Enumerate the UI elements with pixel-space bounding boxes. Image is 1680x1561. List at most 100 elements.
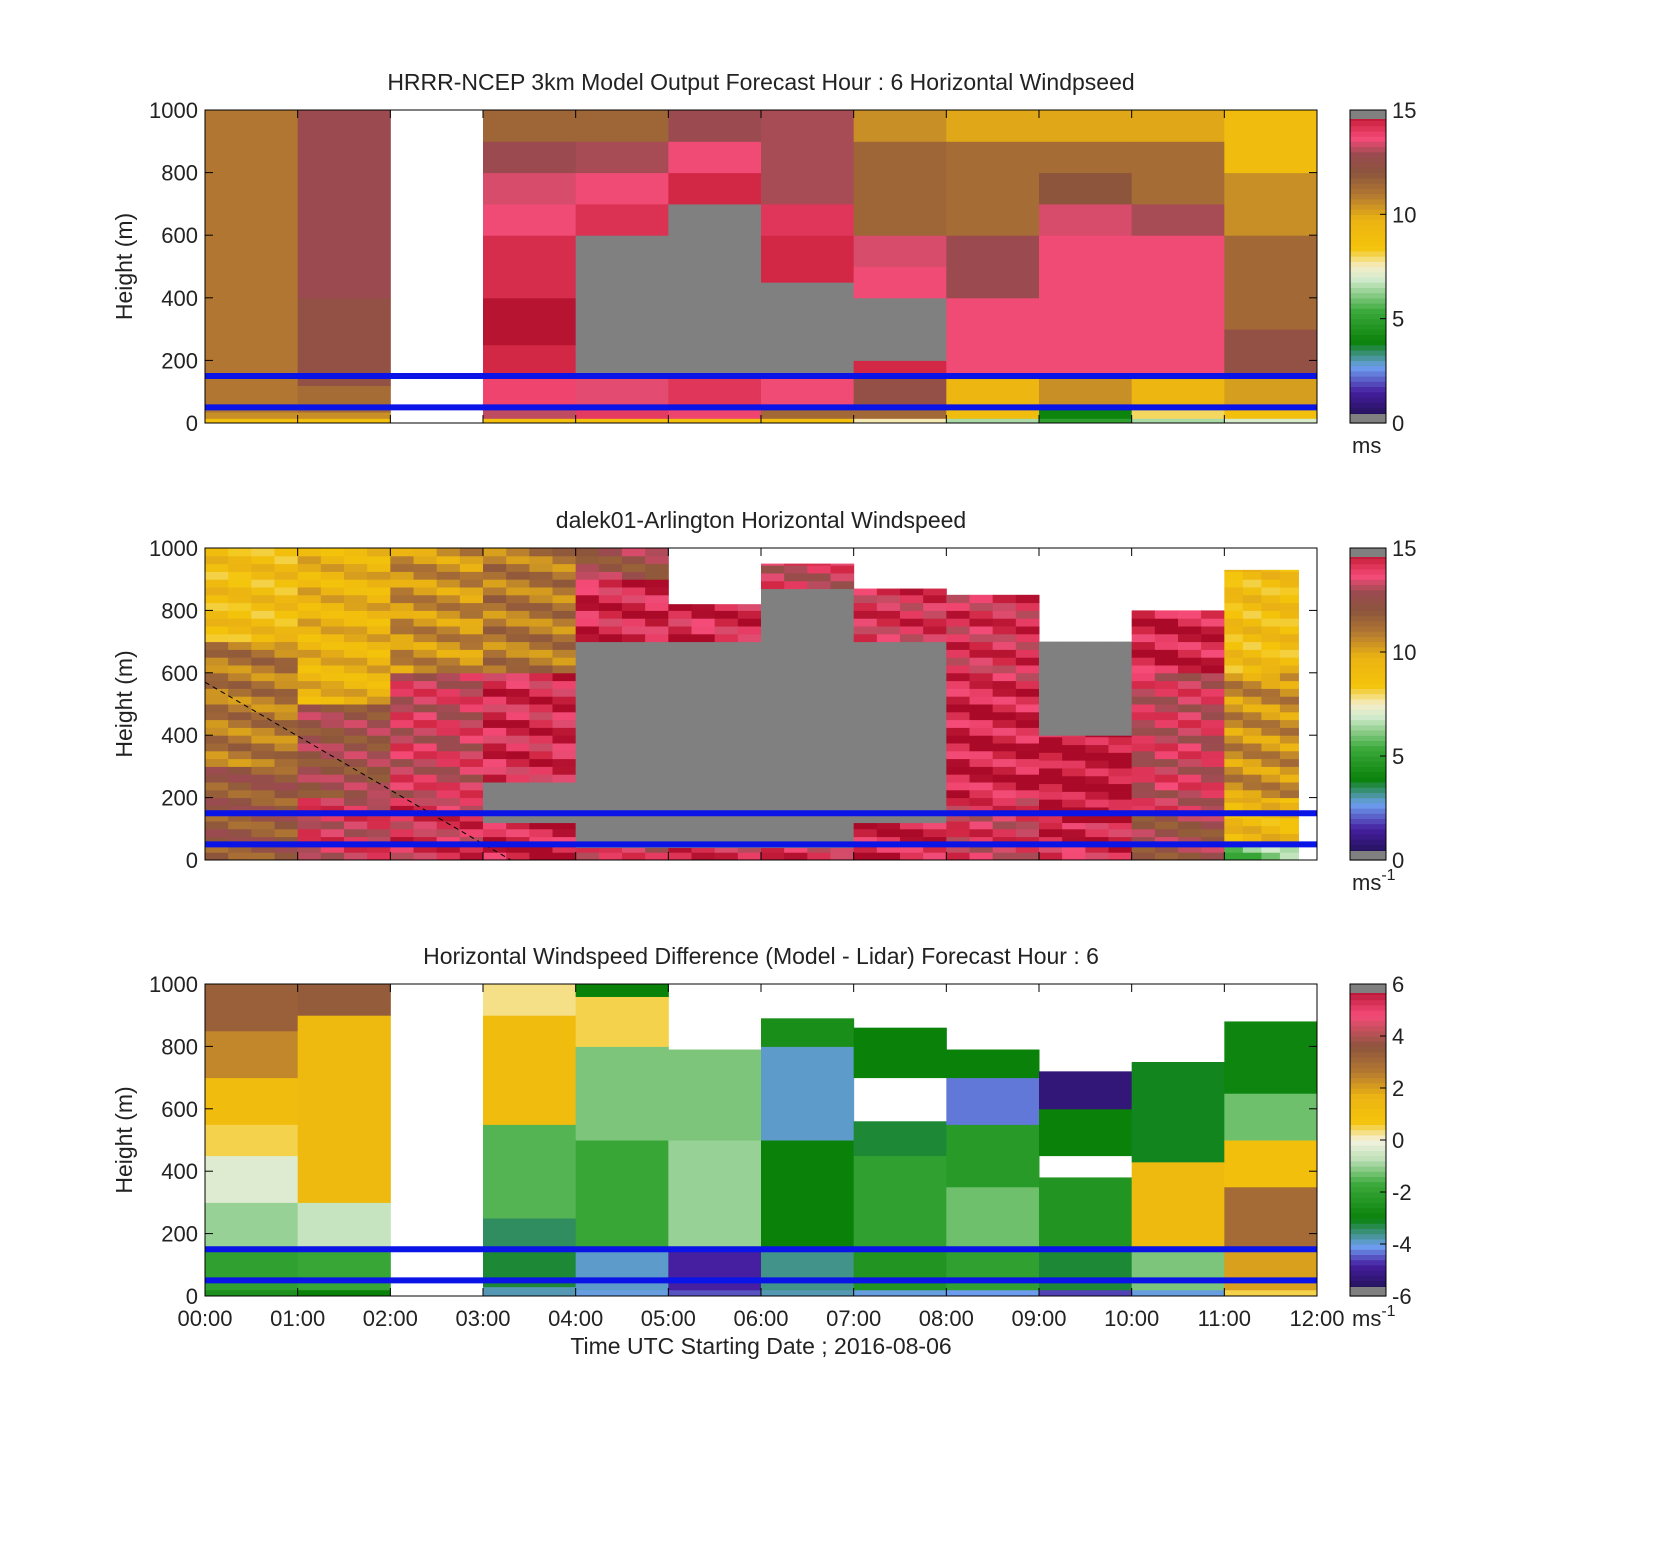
- heatmap-cell: [1178, 704, 1202, 713]
- heatmap-cell: [506, 657, 530, 666]
- heatmap-cell: [320, 555, 345, 565]
- heatmap-cell: [205, 641, 229, 650]
- heatmap-cell: [1062, 852, 1086, 861]
- heatmap-cell: [506, 711, 530, 721]
- heatmap-cell: [483, 555, 507, 565]
- heatmap-cell: [946, 789, 970, 799]
- heatmap-cell: [1224, 376, 1318, 405]
- heatmap-cell: [992, 735, 1017, 744]
- heatmap-cell: [297, 571, 322, 580]
- heatmap-cell: [876, 666, 901, 675]
- heatmap-cell: [900, 783, 924, 792]
- heatmap-cell: [830, 769, 855, 778]
- heatmap-cell: [390, 696, 414, 705]
- heatmap-cell: [1131, 813, 1156, 822]
- heatmap-cell: [529, 571, 553, 580]
- colorbar-segment: [1350, 1270, 1386, 1276]
- heatmap-cell: [1085, 767, 1109, 777]
- heatmap-cell: [1062, 665, 1086, 674]
- heatmap-cell: [1062, 828, 1086, 838]
- heatmap-cell: [807, 668, 831, 677]
- heatmap-cell: [784, 636, 808, 646]
- heatmap-cell: [413, 805, 438, 814]
- heatmap-cell: [228, 555, 252, 565]
- colorbar-segment: [1350, 600, 1386, 606]
- heatmap-cell: [900, 736, 924, 746]
- heatmap-cell: [274, 711, 299, 721]
- heatmap-cell: [320, 719, 345, 728]
- heatmap-cell: [876, 752, 901, 761]
- heatmap-cell: [320, 602, 345, 611]
- heatmap-cell: [946, 750, 970, 760]
- heatmap-cell: [1178, 766, 1202, 775]
- heatmap-cell: [297, 555, 322, 565]
- heatmap-cell: [320, 641, 345, 650]
- heatmap-cell: [853, 610, 878, 619]
- colorbar-segment: [1350, 1051, 1386, 1058]
- heatmap-cell: [622, 641, 646, 646]
- colorbar-segment: [1350, 626, 1386, 632]
- colorbar-segment: [1350, 407, 1386, 414]
- heatmap-cell: [483, 783, 507, 792]
- heatmap-cell: [853, 110, 947, 142]
- heatmap-cell: [575, 618, 600, 627]
- heatmap-cell: [1108, 665, 1133, 674]
- heatmap-cell: [367, 719, 391, 728]
- heatmap-cell: [1085, 828, 1109, 838]
- y-tick-label: 0: [186, 1284, 198, 1309]
- heatmap-cell: [1201, 782, 1225, 791]
- heatmap-cell: [367, 821, 391, 830]
- y-tick-label: 400: [161, 723, 198, 748]
- heatmap-cell: [761, 707, 785, 716]
- heatmap-cell: [714, 831, 739, 841]
- heatmap-cell: [228, 563, 252, 572]
- heatmap-cell: [390, 626, 414, 635]
- heatmap-cell: [969, 641, 994, 650]
- heatmap-cell: [344, 602, 368, 611]
- heatmap-cell: [575, 675, 600, 685]
- heatmap-cell: [228, 852, 252, 861]
- heatmap-cell: [900, 689, 924, 699]
- heatmap-cell: [668, 660, 692, 669]
- colorbar-tick-label: 10: [1392, 640, 1416, 665]
- heatmap-cell: [390, 836, 414, 845]
- heatmap-cell: [1224, 641, 1244, 650]
- heatmap-cell: [1242, 618, 1262, 627]
- heatmap-cell: [807, 847, 831, 853]
- heatmap-cell: [367, 688, 391, 697]
- heatmap-cell: [1015, 743, 1040, 752]
- heatmap-cell: [645, 571, 669, 580]
- colorbar-segment: [1350, 1088, 1386, 1094]
- heatmap-cell: [1201, 704, 1225, 713]
- heatmap-cell: [413, 735, 438, 744]
- heatmap-cell: [205, 797, 229, 806]
- heatmap-cell: [1039, 235, 1133, 377]
- heatmap-cell: [946, 782, 970, 791]
- heatmap-cell: [1039, 799, 1063, 808]
- heatmap-cell: [274, 719, 299, 728]
- heatmap-cell: [1224, 688, 1244, 697]
- heatmap-cell: [761, 847, 785, 853]
- heatmap-cell: [900, 610, 924, 619]
- heatmap-cell: [900, 760, 924, 769]
- heatmap-cell: [1062, 775, 1086, 785]
- heatmap-cell: [529, 704, 553, 713]
- heatmap-cell: [946, 376, 1040, 405]
- heatmap-cell: [853, 705, 878, 714]
- heatmap-cell: [1201, 852, 1225, 861]
- colorbar-tick-label: 15: [1392, 98, 1416, 123]
- heatmap-cell: [691, 816, 716, 825]
- heatmap-cell: [344, 852, 368, 861]
- colorbar-tick-label: 0: [1392, 1128, 1404, 1153]
- x-tick-label: 08:00: [919, 1306, 974, 1331]
- heatmap-cell: [946, 641, 970, 650]
- heatmap-cell: [1261, 727, 1281, 736]
- heatmap-cell: [552, 610, 577, 619]
- heatmap-cell: [853, 633, 878, 643]
- colorbar-segment: [1350, 683, 1386, 689]
- heatmap-cell: [1261, 735, 1281, 744]
- colorbar-segment: [1350, 714, 1386, 721]
- heatmap-cell: [622, 652, 646, 661]
- heatmap-cell: [923, 736, 947, 746]
- heatmap-cell: [1015, 594, 1040, 604]
